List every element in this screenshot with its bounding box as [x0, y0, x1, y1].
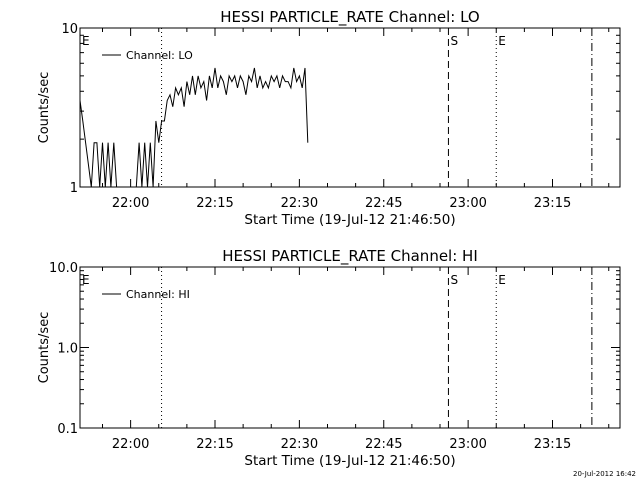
chart-title: HESSI PARTICLE_RATE Channel: LO — [220, 8, 479, 27]
event-marker-label: E — [498, 273, 506, 287]
y-axis-label: Counts/sec — [37, 312, 52, 384]
x-tick-label: 22:00 — [112, 196, 149, 211]
x-tick-label: 22:30 — [281, 196, 318, 211]
event-marker-label: E — [82, 34, 90, 48]
x-axis-label: Start Time (19-Jul-12 21:46:50) — [244, 453, 455, 469]
x-tick-label: 22:45 — [365, 437, 402, 452]
event-marker-label: S — [450, 34, 458, 48]
x-tick-label: 23:00 — [449, 196, 486, 211]
chart-panel-2: HESSI PARTICLE_RATE Channel: HI Start Tim… — [37, 247, 621, 469]
x-axis-label: Start Time (19-Jul-12 21:46:50) — [244, 212, 455, 228]
event-marker-label: S — [450, 273, 458, 287]
y-tick-label: 1.0 — [57, 342, 78, 357]
series-line-1 — [79, 67, 309, 188]
chart-panel-1: HESSI PARTICLE_RATE Channel: LO Start Tim… — [37, 8, 621, 228]
x-tick-label: 23:15 — [534, 196, 571, 211]
x-tick-label: 22:15 — [196, 196, 233, 211]
chart-title: HESSI PARTICLE_RATE Channel: HI — [222, 247, 478, 266]
y-tick-label: 10.0 — [49, 261, 78, 276]
y-axis-label: Counts/sec — [37, 72, 52, 144]
legend-entry: Channel: HI — [126, 288, 190, 301]
x-tick-label: 23:00 — [449, 437, 486, 452]
event-marker-label: E — [82, 273, 90, 287]
x-tick-label: 22:45 — [365, 196, 402, 211]
y-tick-label: 0.1 — [57, 422, 78, 437]
x-tick-label: 22:00 — [112, 437, 149, 452]
x-tick-label: 22:30 — [281, 437, 318, 452]
x-tick-label: 22:15 — [196, 437, 233, 452]
event-marker-label: E — [498, 34, 506, 48]
y-tick-label: 10 — [61, 22, 78, 37]
legend-entry: Channel: LO — [126, 49, 193, 62]
plot-frame — [79, 27, 621, 188]
y-tick-label: 1 — [70, 181, 78, 196]
x-tick-label: 23:15 — [534, 437, 571, 452]
footer-timestamp: 20-Jul-2012 16:42 — [573, 470, 636, 478]
